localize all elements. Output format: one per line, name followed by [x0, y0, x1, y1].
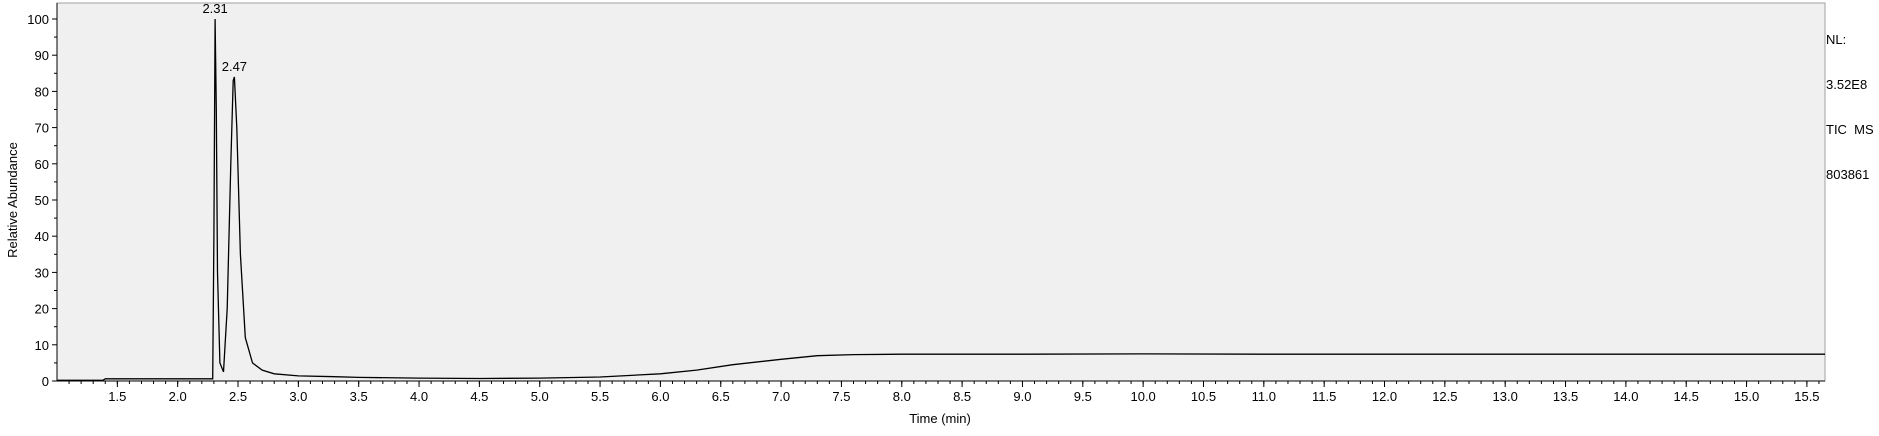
x-tick-label: 6.5 — [712, 389, 730, 404]
x-tick-label: 2.5 — [229, 389, 247, 404]
x-tick-label: 12.5 — [1432, 389, 1457, 404]
x-tick-label: 7.0 — [772, 389, 790, 404]
x-tick-label: 10.5 — [1191, 389, 1216, 404]
x-tick-label: 13.0 — [1493, 389, 1518, 404]
x-tick-label: 3.5 — [350, 389, 368, 404]
y-tick-label: 30 — [35, 265, 49, 280]
y-axis-title: Relative Abundance — [5, 142, 20, 258]
x-tick-label: 7.5 — [832, 389, 850, 404]
y-tick-label: 80 — [35, 84, 49, 99]
x-tick-label: 6.0 — [651, 389, 669, 404]
x-tick-label: 15.5 — [1794, 389, 1819, 404]
x-tick-label: 5.0 — [531, 389, 549, 404]
x-tick-label: 13.5 — [1553, 389, 1578, 404]
scan-info-panel: NL: 3.52E8 TIC MS 803861 — [1826, 2, 1874, 197]
y-tick-label: 50 — [35, 193, 49, 208]
nl-value: 3.52E8 — [1826, 77, 1868, 92]
nl-label: NL: — [1826, 32, 1847, 47]
y-tick-label: 0 — [42, 374, 49, 389]
x-tick-label: 11.5 — [1312, 389, 1336, 404]
x-tick-label: 14.5 — [1674, 389, 1699, 404]
sample-id: 803861 — [1826, 167, 1870, 182]
y-tick-label: 60 — [35, 157, 49, 172]
plot-background — [56, 2, 1826, 382]
x-tick-label: 11.0 — [1252, 389, 1276, 404]
y-tick-label: 90 — [35, 48, 49, 63]
y-tick-label: 20 — [35, 302, 49, 317]
tic-trace-line — [57, 18, 1825, 381]
x-tick-label: 2.0 — [169, 389, 187, 404]
trace-type: TIC MS — [1826, 122, 1874, 137]
x-tick-label: 1.5 — [108, 389, 126, 404]
y-tick-label: 10 — [35, 338, 49, 353]
y-tick-label: 40 — [35, 229, 49, 244]
y-tick-label: 70 — [35, 121, 49, 136]
x-tick-label: 9.0 — [1013, 389, 1031, 404]
x-tick-label: 4.5 — [470, 389, 488, 404]
peak-labels: 2.31 2.47 — [202, 1, 247, 74]
x-tick-label: 10.0 — [1130, 389, 1155, 404]
x-tick-label: 4.0 — [410, 389, 428, 404]
y-axis: 0 10 20 30 40 50 60 70 80 90 100 — [27, 3, 58, 389]
x-tick-label: 9.5 — [1074, 389, 1092, 404]
x-axis: 1.5 2.0 2.5 3.0 3.5 4.0 4.5 5.0 5.5 6.0 6.5 7.0 7.5 8… — [57, 380, 1825, 404]
x-tick-label: 8.0 — [893, 389, 911, 404]
peak-label: 2.31 — [202, 1, 227, 16]
x-tick-label: 15.0 — [1734, 389, 1759, 404]
x-tick-label: 8.5 — [953, 389, 971, 404]
peak-label: 2.47 — [222, 59, 247, 74]
y-tick-label: 100 — [27, 12, 49, 27]
x-axis-title: Time (min) — [909, 411, 971, 426]
x-tick-label: 5.5 — [591, 389, 609, 404]
x-tick-label: 12.0 — [1372, 389, 1397, 404]
x-tick-label: 14.0 — [1613, 389, 1638, 404]
x-tick-label: 3.0 — [289, 389, 307, 404]
